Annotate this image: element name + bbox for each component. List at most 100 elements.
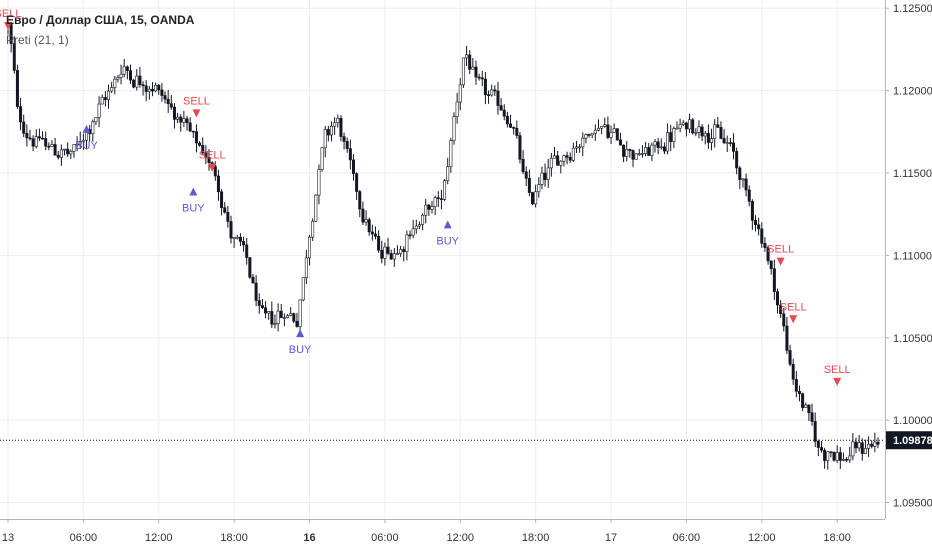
candle-body [653,141,657,146]
candle-body [22,121,26,134]
candle-body [816,440,820,448]
candle-body [860,442,864,454]
candle-body [179,116,183,123]
candle-body [854,441,858,449]
candle-body [574,146,578,149]
candles-group [6,18,880,470]
candle-body [135,75,139,88]
candle-body [857,442,861,449]
candle-body [53,144,57,156]
candle-body [606,124,610,138]
candle-body [552,155,556,159]
candle-body [342,136,346,142]
candle-body [25,133,29,139]
x-tick-label: 06:00 [371,532,399,544]
candle-body [427,204,431,210]
candle-body [163,95,167,100]
candle-body [132,79,136,88]
sell-signal-label: SELL [780,301,807,313]
candle-body [571,147,575,161]
candle-body [367,219,371,233]
candle-body [647,147,651,156]
candle-body [669,132,673,142]
candle-body [216,175,220,193]
candle-body [308,236,312,259]
candle-body [289,313,293,316]
candle-body [543,172,547,180]
candle-body [782,313,786,327]
buy-signal-label: BUY [289,344,312,356]
candle-body [556,155,560,166]
candle-body [411,228,415,236]
candle-body [518,135,522,160]
candle-body [176,116,180,120]
sell-signal-arrow [208,163,217,172]
candle-body [631,150,635,160]
sell-signal-label: SELL [767,244,794,256]
candle-body [301,277,305,301]
candle-body [863,448,867,454]
candle-body [769,260,773,270]
candle-body [402,249,406,252]
candle-body [72,144,76,152]
candle-body [870,443,874,447]
candle-body [314,194,318,222]
candle-body [361,208,365,223]
candle-body [421,214,425,225]
candle-body [75,143,79,146]
y-tick-label: 1.10500 [893,333,932,345]
candle-body [326,129,330,136]
candle-body [515,127,519,136]
candle-body [264,307,268,314]
candle-body [549,157,553,169]
candle-body [377,235,381,251]
x-tick-label: 12:00 [145,532,173,544]
candle-body [455,101,459,117]
sell-signal-label: SELL [0,8,21,20]
candle-body [182,118,186,123]
last-price-badge [886,431,932,450]
indicator-label[interactable]: Preti (21, 1) [6,33,69,47]
candle-body [458,84,462,103]
candle-body [596,127,600,131]
candle-body [650,144,654,156]
candle-body [691,119,695,134]
candle-body [480,77,484,80]
candle-body [876,441,880,445]
candle-body [245,244,249,258]
candle-body [593,129,597,134]
candle-body [370,231,374,235]
candle-body [587,134,591,136]
candle-body [122,66,126,75]
candle-body [273,323,277,326]
candle-body [794,378,798,392]
sell-signal-arrow [833,377,842,386]
candle-body [66,148,70,155]
candle-body [725,142,729,144]
candle-body [395,253,399,255]
candle-body [791,363,795,380]
candle-body [443,180,447,200]
sell-signal-arrow [789,315,798,324]
candle-body [188,122,192,132]
y-tick-label: 1.12500 [893,3,932,15]
candle-body [832,451,836,461]
x-tick-label: 18:00 [522,532,550,544]
x-tick-label: 06:00 [673,532,701,544]
candle-body [405,234,409,252]
candle-body [107,90,111,100]
symbol-title[interactable]: Евро / Доллар США, 15, OANDA [6,13,195,27]
candle-body [807,404,811,414]
candle-body [364,219,368,223]
candle-body [728,142,732,144]
candle-body [94,117,98,123]
candle-body [229,221,233,239]
y-tick-label: 1.11000 [893,250,932,262]
candle-body [618,139,622,146]
candle-body [835,452,839,461]
sell-signal-arrow [4,22,12,31]
candle-body [97,103,101,118]
candle-body [603,124,607,127]
